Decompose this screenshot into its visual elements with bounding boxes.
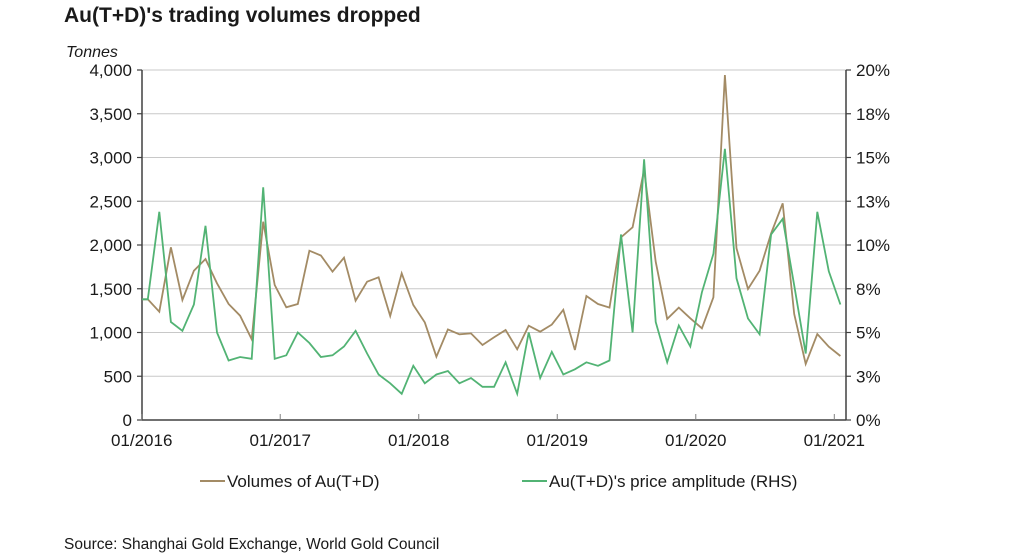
source-note: Source: Shanghai Gold Exchange, World Go… [64,536,440,553]
y-right-tick-label: 13% [856,192,890,211]
y-tick-label: 0 [123,411,132,430]
y-right-tick-label: 0% [856,411,881,430]
y-tick-label: 3,000 [89,149,132,168]
x-tick-label: 01/2017 [249,431,310,450]
y-right-tick-label: 20% [856,61,890,80]
gridlines [142,69,846,377]
x-tick-label: 01/2016 [111,431,172,450]
series-lines [142,74,842,398]
x-tick-label: 01/2019 [527,431,588,450]
y-tick-label: 3,500 [89,105,132,124]
legend: Volumes of Au(T+D) Au(T+D)'s price amplit… [200,472,797,491]
y-tick-label: 500 [104,367,132,386]
y-tick-label: 1,500 [89,280,132,299]
y-right-tick-label: 3% [856,367,881,386]
y-right-tick-label: 10% [856,236,890,255]
y-tick-label: 2,000 [89,236,132,255]
chart-title: Au(T+D)'s trading volumes dropped [64,4,421,27]
y-tick-label: 2,500 [89,192,132,211]
series-line-price-amplitude [142,148,842,398]
y-right-tick-label: 8% [856,280,881,299]
x-tick-label: 01/2018 [388,431,449,450]
axes: 0 500 1,000 1,500 2,000 2,500 3,000 3,500 4,000 0… [89,61,890,450]
y-tick-label: 1,000 [89,324,132,343]
series-line-volumes [142,74,841,368]
legend-label: Au(T+D)'s price amplitude (RHS) [549,472,797,491]
x-tick-label: 01/2020 [665,431,726,450]
y-right-tick-label: 15% [856,149,890,168]
legend-label: Volumes of Au(T+D) [227,472,380,491]
x-tick-label: 01/2021 [804,431,865,450]
y-tick-label: 4,000 [89,61,132,80]
y-axis-unit-label: Tonnes [66,44,118,61]
y-right-tick-label: 5% [856,324,881,343]
y-right-tick-label: 18% [856,105,890,124]
